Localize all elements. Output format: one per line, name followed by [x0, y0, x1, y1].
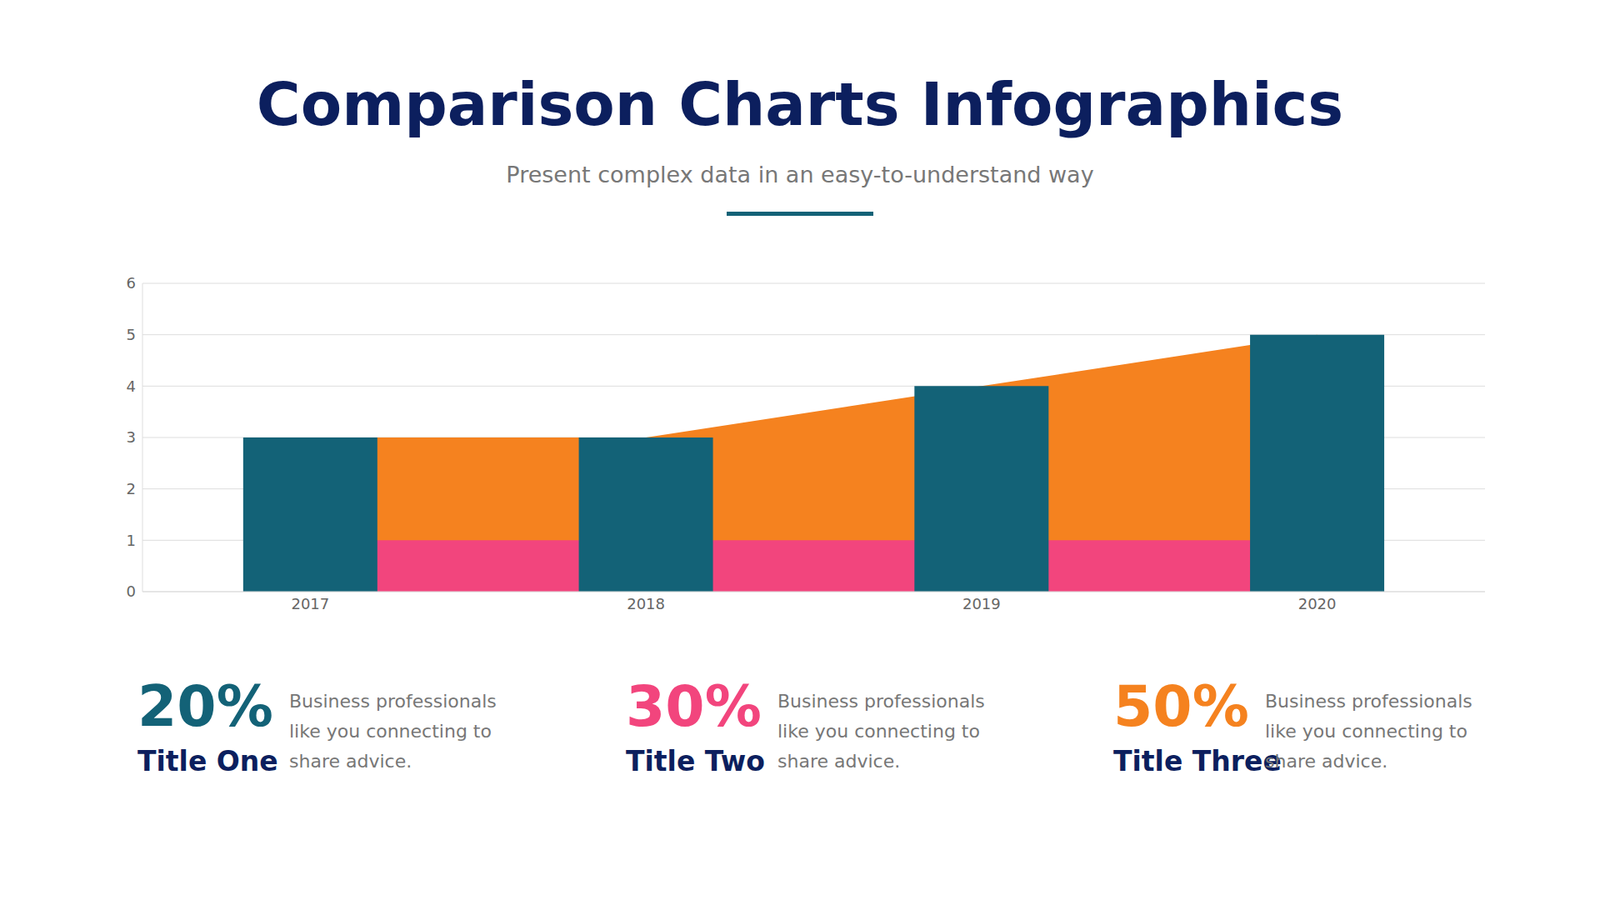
- html-text:30%: 30%: [625, 673, 762, 740]
- html-text:Comparison Charts Infographics: Comparison Charts Infographics: [256, 69, 1344, 140]
- html-text:Title One: Title One: [137, 745, 279, 778]
- svg-text:2: 2: [126, 480, 136, 498]
- svg-text:2020: 2020: [1298, 595, 1337, 613]
- html-text:20%: 20%: [137, 673, 274, 740]
- svg-text:2018: 2018: [626, 595, 665, 613]
- svg-text:4: 4: [126, 377, 136, 395]
- html-text:Business professionals like yo: Business professionals like you connecti…: [289, 690, 497, 772]
- svg-text:5: 5: [126, 325, 136, 344]
- html-text:Title Two: Title Two: [625, 745, 765, 778]
- svg-text:2017: 2017: [290, 595, 330, 613]
- svg-text:0: 0: [126, 582, 136, 600]
- svg-text:1: 1: [126, 531, 136, 550]
- svg-text:3: 3: [126, 428, 136, 446]
- svg-text:6: 6: [126, 274, 136, 292]
- html-text:50%: 50%: [1113, 673, 1249, 740]
- html-text:Title Three: Title Three: [1113, 745, 1282, 778]
- html-text:Business professionals like yo: Business professionals like you connecti…: [777, 690, 985, 772]
- svg-text:2019: 2019: [962, 595, 1001, 613]
- html-text:Business professionals like yo: Business professionals like you connecti…: [1265, 690, 1473, 772]
- html-text:Present complex data in an eas: Present complex data in an easy-to-under…: [506, 161, 1094, 188]
